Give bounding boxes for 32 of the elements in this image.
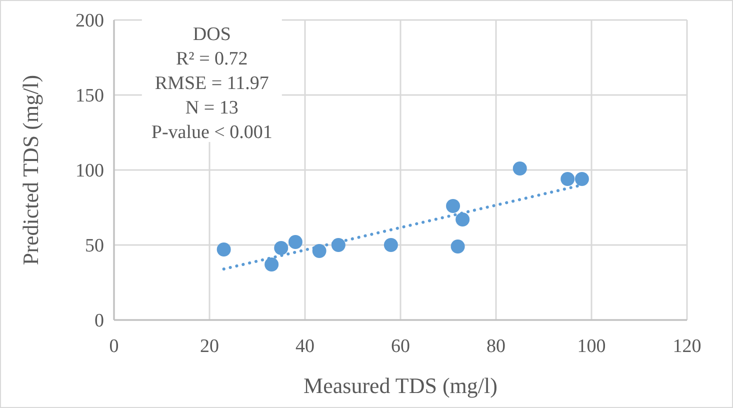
annotation: DOS	[192, 24, 231, 45]
x-tick-label: 120	[672, 336, 702, 357]
point	[450, 240, 465, 254]
point	[264, 258, 279, 272]
point	[216, 242, 231, 256]
point	[574, 172, 589, 186]
point	[560, 172, 575, 186]
y-tick-label: 150	[76, 86, 104, 107]
y-tick-label: 200	[76, 10, 104, 32]
x-tick-label: 20	[200, 336, 219, 357]
x-tick-label: 100	[577, 336, 606, 357]
x-tick-label: 0	[109, 336, 119, 357]
y-tick-label: 0	[94, 310, 104, 332]
point	[512, 162, 527, 176]
x-axis-title: Measured TDS (mg/l)	[304, 373, 498, 398]
y-tick-label: 50	[85, 236, 104, 257]
point	[274, 241, 288, 255]
point	[312, 244, 326, 258]
x-tick-label: 80	[486, 336, 506, 357]
point	[331, 238, 346, 252]
y-axis-title: Predicted TDS (mg/l)	[18, 74, 43, 266]
point	[288, 235, 302, 249]
y-tick-label: 100	[76, 160, 104, 182]
annotation: R² = 0.72	[176, 48, 248, 70]
annotation: RMSE = 11.97	[154, 73, 269, 94]
point	[384, 238, 398, 252]
x-tick-label: 60	[391, 336, 410, 357]
annotation: P-value < 0.001	[151, 122, 272, 143]
point	[446, 199, 460, 213]
x-tick-label: 40	[296, 336, 314, 357]
annotation: N = 13	[185, 98, 238, 118]
point	[456, 212, 470, 226]
